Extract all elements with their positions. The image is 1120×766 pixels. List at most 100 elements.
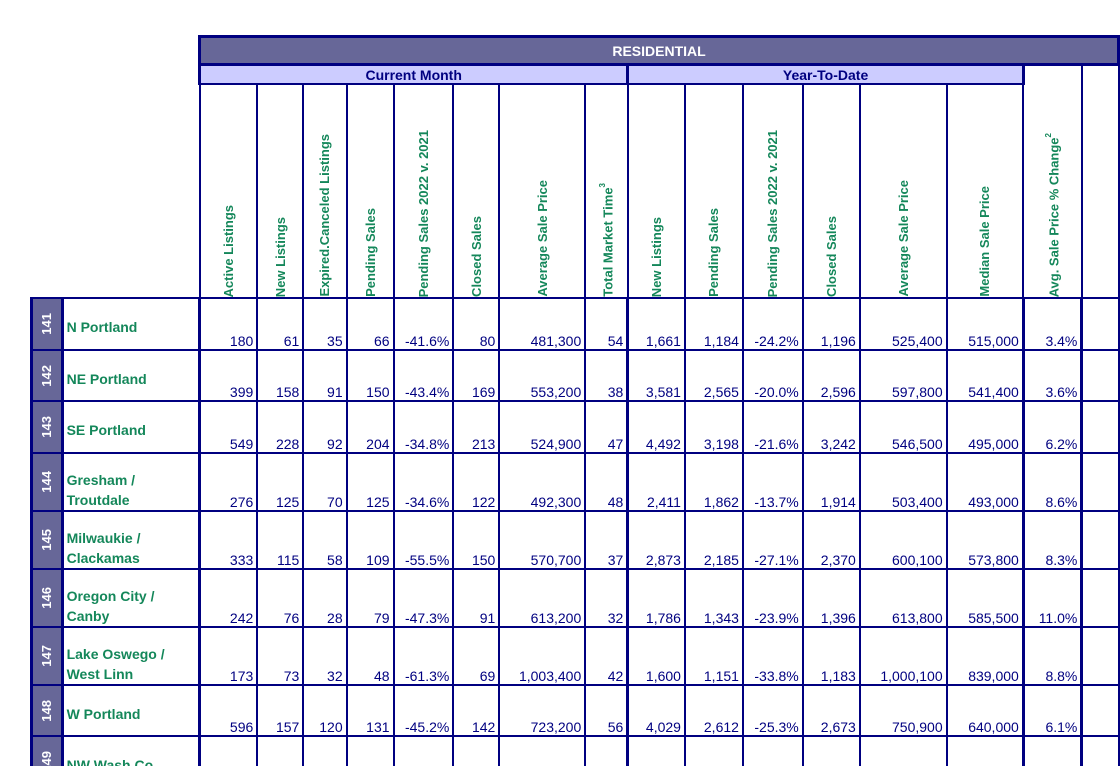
column-header: Median Sale Price <box>945 83 1025 299</box>
area-name-line: SE Portland <box>66 422 146 439</box>
cell-value: 573,800 <box>945 509 1025 570</box>
column-label: Pending Sales 2022 v. 2021 <box>416 128 431 296</box>
column-header: Pending Sales <box>683 83 744 299</box>
cell-value: 276 <box>198 451 259 512</box>
column-header-row: Active Listings New Listings Expired.Cance… <box>32 83 1119 299</box>
column-label-text: Active Listings <box>220 204 236 297</box>
area-name: Oregon City / Canby <box>61 567 202 628</box>
area-name: Lake Oswego / West Linn <box>61 625 202 686</box>
cell-value: 525,400 <box>858 297 948 351</box>
column-label: Avg. Sale Price % Change2 <box>1044 131 1062 297</box>
cell-value: -61.3% <box>392 625 455 686</box>
cell-value: 37 <box>584 509 629 570</box>
table-row: 142 NE Portland 399 158 91 150 -43.4% 169 553,20… <box>30 348 1120 403</box>
cell-value: 503,400 <box>858 451 948 512</box>
column-label: Total Market Time3 <box>598 181 615 296</box>
column-header: Avg. Sale Price % Change2 <box>1022 63 1083 299</box>
cell-value: 750,900 <box>858 683 948 738</box>
column-label: New Listings <box>649 215 664 296</box>
area-name: W Portland <box>61 683 202 738</box>
area-name-line: Milwaukie / <box>66 529 141 546</box>
cell-value: -13.7% <box>741 451 804 512</box>
area-number: 149 <box>30 735 64 766</box>
cell-value: 204 <box>345 400 395 454</box>
footnote-marker: 2 <box>1044 132 1054 138</box>
area-name-line: Troutdale <box>66 491 130 508</box>
column-header: Expired.Canceled Listings <box>302 83 348 299</box>
area-name-line: N Portland <box>66 319 138 335</box>
column-header: Average Sale Price <box>858 83 948 299</box>
table-row: 143 SE Portland 549 228 92 204 -34.8% 213 524,90… <box>30 400 1120 454</box>
column-label: Average Sale Price <box>896 178 911 296</box>
column-label: Median Sale Price <box>977 184 992 296</box>
cell-value: 2,612 <box>683 683 744 738</box>
cell-value: 48 <box>584 451 629 512</box>
group-current-month: Current Month <box>198 63 630 85</box>
cell-value: 180 <box>198 297 259 351</box>
area-number: 146 <box>30 567 64 628</box>
cell-value: 1,149 <box>683 735 744 766</box>
column-header: Total Market Time3 <box>584 83 629 299</box>
cell-value: 47 <box>584 400 629 454</box>
cell-value: 546,500 <box>858 400 948 454</box>
cell-value: 1,000,100 <box>858 625 948 686</box>
column-header: Pending Sales 2022 v. 2021 <box>741 83 804 299</box>
area-name-line: Lake Oswego / <box>66 645 165 662</box>
cell-value: 66 <box>345 297 395 351</box>
cell-value: 131 <box>345 683 395 738</box>
column-label-text: Closed Sales <box>468 216 484 297</box>
area-number: 143 <box>30 400 64 454</box>
table-row: 141 N Portland 180 61 35 66 -41.6% 80 481,300 54 1… <box>30 297 1120 351</box>
cell-value: 48 <box>345 625 395 686</box>
column-label-text: Pending Sales <box>706 208 722 297</box>
cell-value: 169 <box>452 348 501 403</box>
cell-value: -24.3% <box>741 735 804 766</box>
next-section-cell <box>1080 297 1120 351</box>
cell-value: 553,200 <box>498 348 587 403</box>
cell-value: 2,565 <box>683 348 744 403</box>
area-number-text: 141 <box>39 312 55 335</box>
cell-value: 125 <box>256 451 305 512</box>
blank-corner <box>31 36 200 298</box>
cell-value: 70 <box>302 451 348 512</box>
cell-value: 173 <box>198 625 259 686</box>
cell-value: 585,500 <box>945 567 1025 628</box>
cell-value: 91 <box>302 348 348 403</box>
cell-value: 142 <box>452 683 501 738</box>
cell-value: 723,200 <box>498 683 587 738</box>
cell-value: 32 <box>584 567 629 628</box>
cell-value: 730,000 <box>945 735 1025 766</box>
cell-value: 1,128 <box>801 735 861 766</box>
cell-value: 1,600 <box>626 625 686 686</box>
next-section-cell <box>1080 400 1120 454</box>
cell-value: 2,370 <box>801 509 861 570</box>
group-year-to-date: Year-To-Date <box>626 63 1025 85</box>
column-header: Pending Sales 2022 v. 2021 <box>392 83 455 299</box>
table-row: 145 Milwaukie / Clackamas 333 115 58 109 -55.5%… <box>30 509 1120 570</box>
area-name: SE Portland <box>61 400 202 454</box>
cell-value: 15.8% <box>1021 735 1083 766</box>
cell-value: 150 <box>452 509 501 570</box>
area-name: NW Wash Co. <box>61 735 202 766</box>
cell-value: -40.5% <box>392 735 455 766</box>
cell-value: -41.6% <box>392 297 455 351</box>
cell-value: 58 <box>302 509 348 570</box>
next-section-header <box>1080 63 1120 299</box>
cell-value: 157 <box>256 683 305 738</box>
cell-value: 3.6% <box>1021 348 1083 403</box>
cell-value: 8.6% <box>1021 451 1083 512</box>
cell-value: -27.1% <box>741 509 804 570</box>
cell-value: 1,786 <box>626 567 686 628</box>
cell-value: 150 <box>345 348 395 403</box>
cell-value: 3.4% <box>1021 297 1083 351</box>
table-row: 148 W Portland 596 157 120 131 -45.2% 142 723,20… <box>30 683 1120 738</box>
area-number: 142 <box>30 348 64 403</box>
cell-value: 92 <box>302 400 348 454</box>
area-number-text: 146 <box>39 586 55 609</box>
cell-value: 11.0% <box>1021 567 1083 628</box>
column-label: Active Listings <box>220 203 236 297</box>
column-label-text: Avg. Sale Price % Change <box>1046 137 1062 297</box>
area-number-text: 142 <box>39 364 55 387</box>
table-row: 146 Oregon City / Canby 242 76 28 79 -47.3% 91 61… <box>30 567 1120 628</box>
cell-value: 3,198 <box>683 400 744 454</box>
